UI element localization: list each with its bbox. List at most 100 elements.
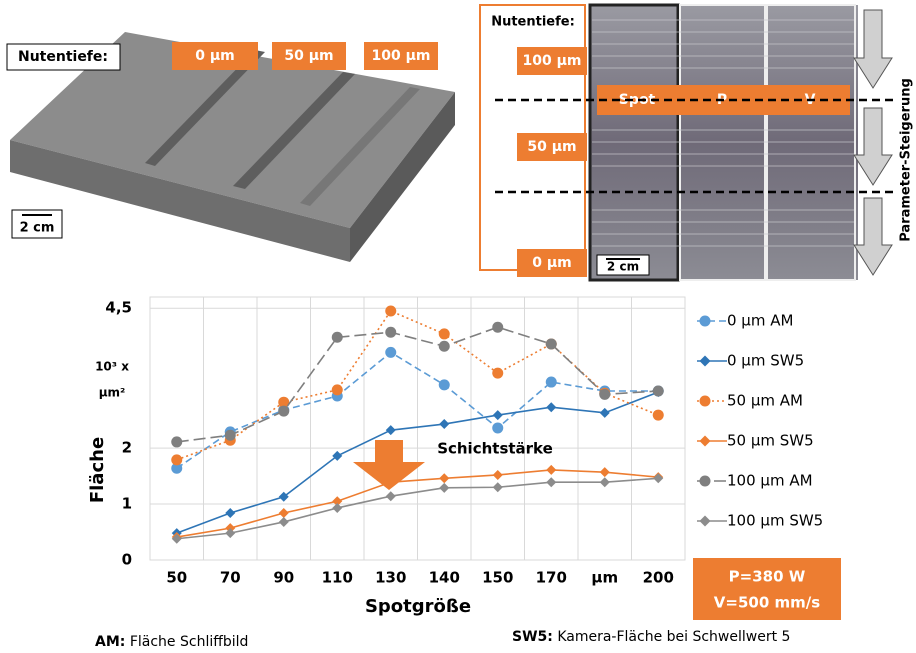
annotation: Schichtstärke — [437, 440, 553, 458]
y-unit: µm² — [99, 386, 126, 400]
depth-box — [364, 42, 438, 70]
annotation-arrow — [353, 440, 425, 490]
depth: 0 µm — [195, 48, 235, 64]
marker — [653, 473, 664, 484]
legend-label: 100 µm SW5 — [727, 512, 823, 530]
marker — [385, 326, 397, 338]
marker — [652, 385, 664, 397]
marker — [545, 376, 557, 388]
info: P=380 W — [729, 568, 806, 586]
marker — [225, 507, 236, 518]
part-render — [10, 32, 455, 262]
footer-text: Fläche Schliffbild — [130, 634, 249, 650]
footer-key: AM: — [95, 634, 125, 650]
marker — [438, 328, 450, 340]
depth: 50 µm — [284, 48, 333, 64]
y-tick-label: 2 — [122, 439, 132, 457]
marker — [331, 384, 343, 396]
marker — [699, 355, 711, 367]
legend-label: 0 µm SW5 — [727, 352, 804, 370]
marker — [492, 422, 504, 434]
x-tick-label: 140 — [429, 569, 460, 587]
depth-label: Nutentiefe: — [491, 15, 575, 30]
x-tick-label: 130 — [375, 569, 406, 587]
series-line — [176, 309, 659, 461]
photo — [588, 3, 858, 282]
series-line — [176, 477, 659, 540]
footer-note: SW5: Kamera-Fläche bei Schwellwert 5 — [512, 629, 790, 645]
marker — [278, 516, 289, 527]
depth: 50 µm — [527, 139, 576, 155]
depth-box — [272, 42, 346, 70]
chart: 50 70 90 110 130 140 150 170 µm 200 0 1 2 4,5 0 µm AM 0… — [105, 296, 823, 587]
x-tick-label: 150 — [482, 569, 513, 587]
marker — [438, 340, 450, 352]
marker — [225, 523, 236, 534]
x-axis-title: Spotgröße — [365, 596, 471, 617]
marker — [332, 496, 343, 507]
marker — [171, 436, 183, 448]
legend-label: 50 µm SW5 — [727, 432, 814, 450]
marker — [699, 395, 711, 407]
marker — [171, 454, 183, 466]
marker — [439, 473, 450, 484]
marker — [278, 507, 289, 518]
depth-box — [172, 42, 258, 70]
marker — [278, 396, 290, 408]
side-label: Parameter-Steigerung — [899, 78, 914, 242]
marker — [385, 425, 396, 436]
param: Spot — [619, 92, 656, 108]
legend-label: 100 µm AM — [727, 472, 813, 490]
info-box — [693, 558, 841, 620]
depth: 0 µm — [532, 255, 572, 271]
marker — [599, 388, 611, 400]
scale: 2 cm — [20, 221, 55, 236]
series-line — [176, 391, 659, 534]
scale: 2 cm — [607, 260, 639, 274]
y-tick-label: 4,5 — [105, 299, 132, 317]
marker — [599, 407, 610, 418]
y-unit: 10³ x — [95, 360, 129, 374]
series-line — [176, 469, 659, 538]
footer-text: Kamera-Fläche bei Schwellwert 5 — [557, 629, 790, 645]
depth-label: Nutentiefe: — [18, 49, 108, 65]
x-tick-label: 50 — [166, 569, 187, 587]
marker — [545, 338, 557, 350]
marker — [385, 491, 396, 502]
x-tick-label: 90 — [273, 569, 294, 587]
legend-label: 0 µm AM — [727, 312, 793, 330]
marker — [225, 528, 236, 539]
marker — [332, 450, 343, 461]
footer-key: SW5: — [512, 629, 553, 645]
marker — [546, 402, 557, 413]
marker — [699, 435, 711, 447]
marker — [699, 475, 711, 487]
depth: 100 µm — [372, 48, 431, 64]
marker — [492, 367, 504, 379]
label-box — [6, 43, 121, 71]
x-tick-label: µm — [591, 569, 618, 587]
marker — [546, 477, 557, 488]
marker — [492, 482, 503, 493]
marker — [492, 469, 503, 480]
marker — [385, 305, 397, 317]
marker — [331, 331, 343, 343]
info: V=500 mm/s — [714, 594, 820, 612]
y-tick-label: 0 — [122, 551, 132, 569]
marker — [171, 462, 183, 474]
marker — [385, 346, 397, 358]
marker — [439, 482, 450, 493]
marker — [492, 321, 504, 333]
marker — [278, 491, 289, 502]
depth-box — [517, 249, 587, 277]
y-tick-label: 1 — [122, 495, 132, 513]
series-line — [176, 351, 659, 469]
x-tick-label: 200 — [643, 569, 674, 587]
marker — [599, 477, 610, 488]
marker — [224, 429, 236, 441]
depth: 100 µm — [523, 53, 582, 69]
marker — [171, 533, 182, 544]
marker — [278, 405, 290, 417]
